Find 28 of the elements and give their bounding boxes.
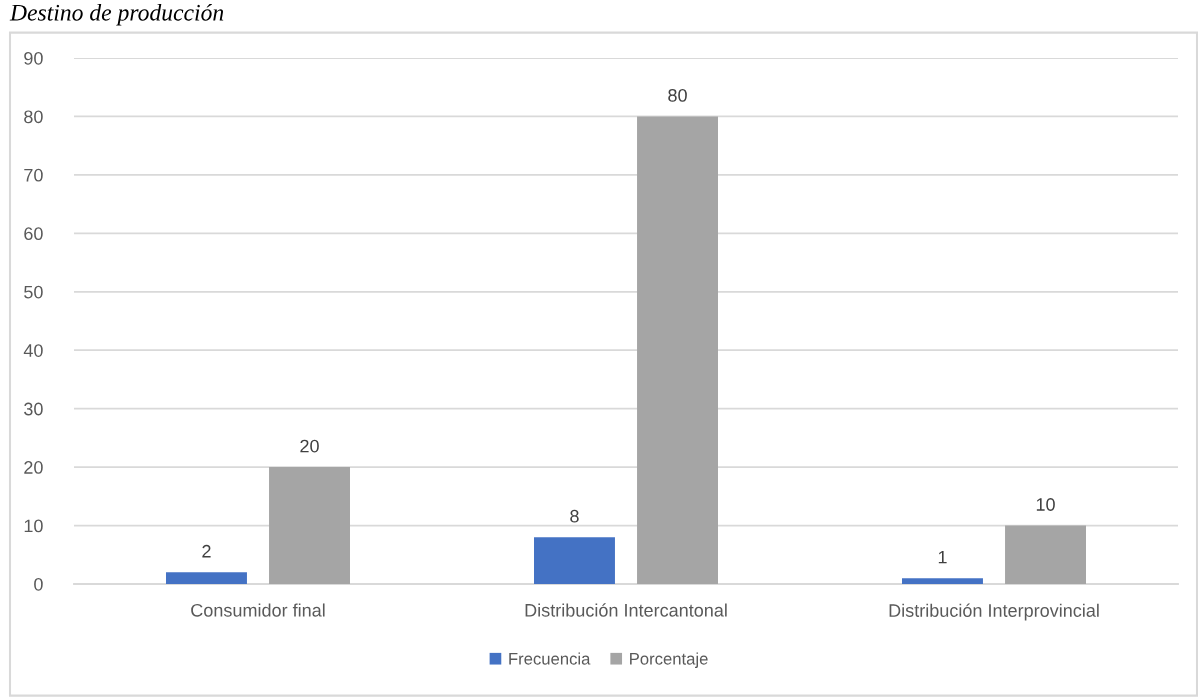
data-label: 80 — [668, 88, 687, 102]
bar — [902, 578, 983, 584]
bar — [269, 467, 350, 584]
y-tick-label: 50 — [24, 285, 43, 299]
y-tick-label: 20 — [24, 461, 43, 474]
y-tick-label: 90 — [24, 51, 43, 65]
bar — [1005, 525, 1086, 584]
y-tick-label: 30 — [24, 402, 43, 416]
data-label: 1 — [938, 550, 947, 564]
x-tick-label: Distribución Intercantonal — [525, 603, 727, 617]
data-label: 10 — [1036, 498, 1055, 511]
bar — [534, 537, 615, 584]
bar — [166, 572, 247, 584]
data-label: 20 — [300, 439, 319, 453]
y-tick-label: 70 — [24, 168, 43, 182]
chart-title: Destino de producción — [9, 4, 224, 26]
x-tick-label: Distribución Interprovincial — [889, 603, 1099, 621]
data-label: 8 — [570, 509, 579, 523]
y-tick-label: 40 — [23, 344, 43, 357]
y-tick-label: 10 — [24, 519, 43, 533]
y-tick-label: 80 — [24, 110, 43, 124]
legend-label: Porcentaje — [630, 652, 708, 668]
data-label: 2 — [202, 544, 211, 558]
y-tick-label: 60 — [24, 227, 43, 241]
y-tick-label: 0 — [34, 577, 43, 591]
bar — [637, 116, 718, 584]
legend-label: Frecuencia — [509, 652, 591, 665]
x-tick-label: Consumidor final — [191, 603, 325, 617]
